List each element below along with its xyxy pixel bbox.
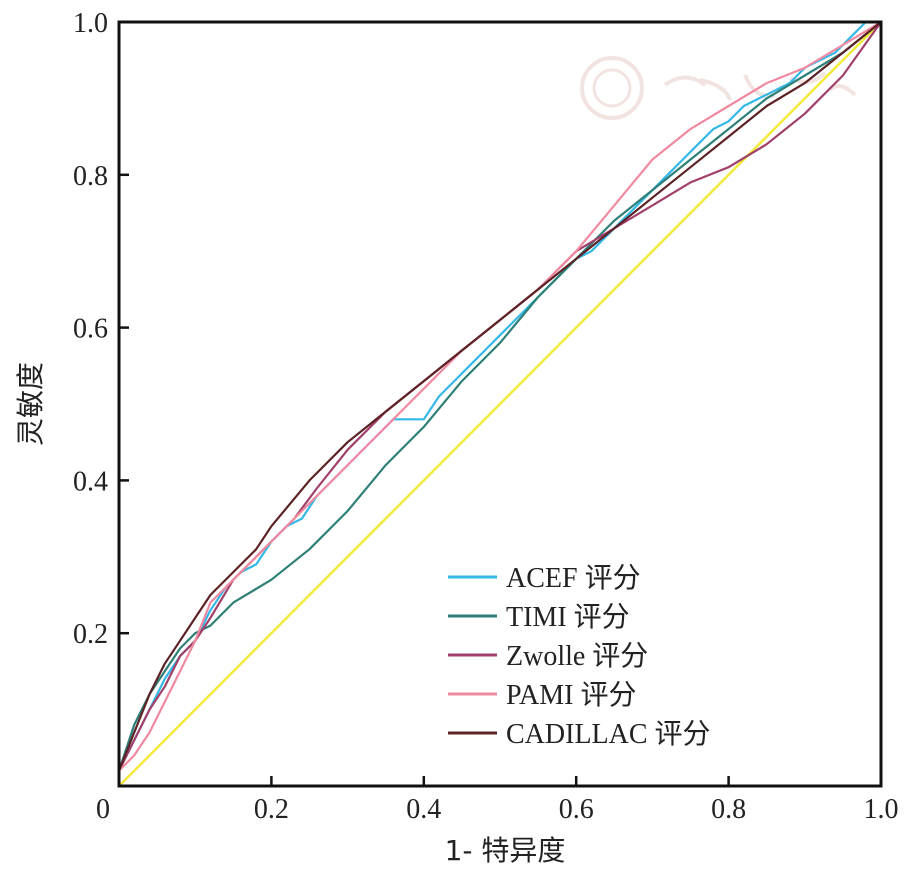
x-tick-label: 0.6 [559,794,594,825]
series-layer [117,20,882,787]
reference-diagonal-line [118,21,882,787]
x-tick-label: 0.8 [711,794,746,825]
series-line-3 [118,21,882,772]
x-axis-title: 1- 特异度 [445,834,566,867]
legend-label: PAMI 评分 [506,680,636,711]
ticks-layer: 0 0.2 0.4 0.6 0.8 1.0 0.2 0.4 0.6 0.8 1.0 [73,8,899,825]
y-tick-label: 0.8 [73,161,108,192]
y-tick-label: 1.0 [73,8,108,39]
series-line-2 [118,21,882,772]
legend: ACEF 评分 TIMI 评分 Zwolle 评分 PAMI 评分 CADILLAC 评… [448,563,711,750]
legend-label: CADILLAC 评分 [506,719,711,750]
x-tick-label: 0.4 [406,794,441,825]
y-tick-label: 0.4 [73,466,108,497]
plot-frame [117,20,883,788]
x-tick-label: 1.0 [864,794,899,825]
x-tick-label: 0 [96,794,110,825]
y-tick-label: 0.2 [73,619,108,650]
series-line-0 [118,20,881,772]
y-axis-title: 灵敏度 [14,362,47,446]
y-tick-label: 0.6 [73,314,108,345]
watermark-logo [580,56,857,120]
legend-label: TIMI 评分 [506,602,630,633]
x-tick-label: 0.2 [254,794,289,825]
legend-label: ACEF 评分 [506,563,641,594]
legend-label: Zwolle 评分 [506,641,648,672]
series-line-1 [117,21,882,772]
series-line-4 [117,21,882,772]
